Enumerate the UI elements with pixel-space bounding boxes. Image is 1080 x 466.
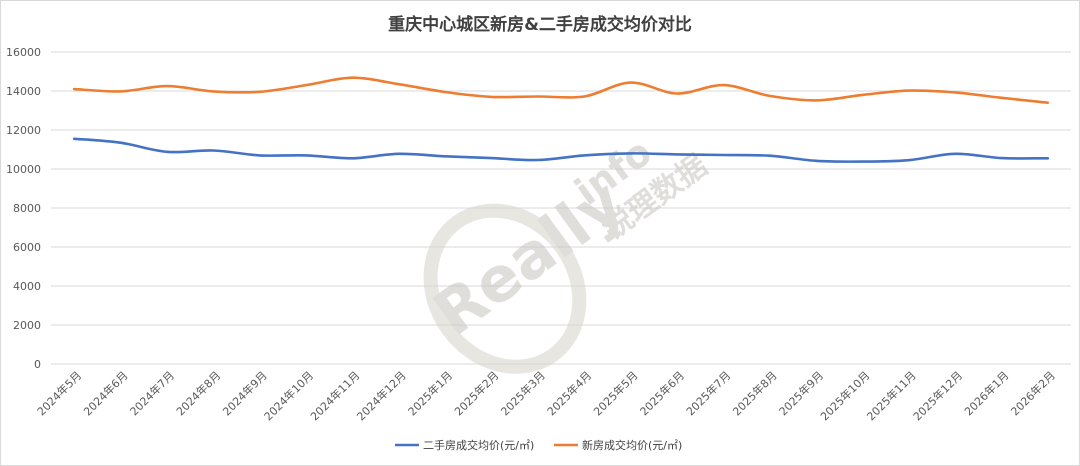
x-tick-label: 2024年6月 [80,368,130,418]
legend: 二手房成交均价(元/㎡) 新房成交均价(元/㎡) [395,438,682,452]
y-tick-label: 14000 [6,85,41,98]
legend-label-1: 二手房成交均价(元/㎡) [423,438,534,452]
x-tick-label: 2025年5月 [590,368,640,418]
x-tick-label: 2025年6月 [637,368,687,418]
y-axis-labels: 0 2000 4000 6000 8000 10000 12000 14000 16000 [6,46,41,371]
x-tick-label: 2025年7月 [683,368,733,418]
x-tick-label: 2025年12月 [910,368,965,423]
y-tick-label: 0 [34,358,41,371]
x-tick-label: 2024年5月 [34,368,84,418]
y-tick-label: 6000 [13,241,41,254]
x-tick-label: 2024年7月 [127,368,177,418]
x-tick-label: 2025年9月 [776,368,826,418]
x-tick-label: 2025年2月 [451,368,501,418]
chart-title: 重庆中心城区新房&二手房成交均价对比 [388,15,692,35]
y-tick-label: 12000 [6,124,41,137]
x-tick-label: 2026年1月 [961,368,1011,418]
x-tick-label: 2025年3月 [498,368,548,418]
x-tick-label: 2025年4月 [544,368,594,418]
y-tick-label: 2000 [13,319,41,332]
x-tick-label: 2024年9月 [220,368,270,418]
watermark-logo: Really info 锐理数据 [420,130,714,374]
y-tick-label: 16000 [6,46,41,59]
x-tick-label: 2025年8月 [730,368,780,418]
series-line-2 [72,76,1050,104]
watermark-ring [423,203,587,374]
x-tick-label: 2024年12月 [354,368,409,423]
legend-label-2: 新房成交均价(元/㎡) [582,438,682,452]
y-tick-label: 10000 [6,163,41,176]
y-tick-label: 4000 [13,280,41,293]
x-tick-label: 2024年8月 [173,368,223,418]
series-lines [72,76,1050,163]
x-tick-label: 2026年2月 [1008,368,1058,418]
x-tick-label: 2025年1月 [405,368,455,418]
y-tick-label: 8000 [13,202,41,215]
series-line-1 [72,137,1050,163]
